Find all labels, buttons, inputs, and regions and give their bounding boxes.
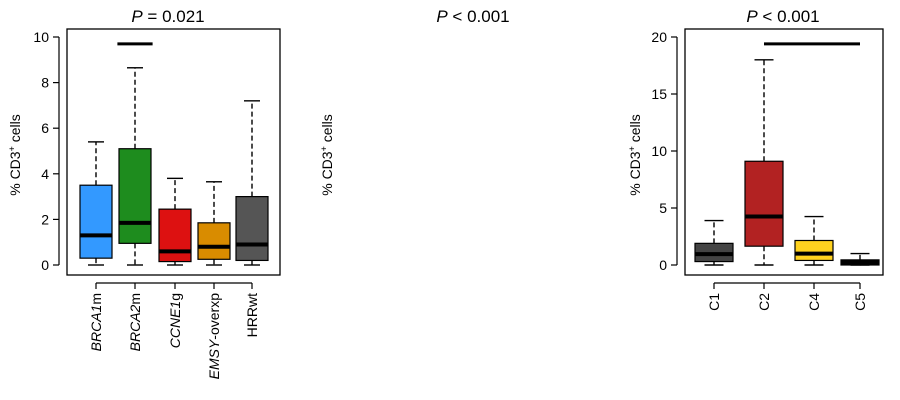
box-EMSY-overxp — [197, 181, 231, 266]
box-BRCA2m — [118, 67, 152, 266]
box-iqr — [744, 160, 784, 247]
box-C1 — [694, 219, 734, 266]
box-C5 — [840, 252, 880, 266]
panel-title: P = 0.02105101520MESIMRDIFPRO — [131, 7, 204, 26]
box-iqr — [197, 222, 231, 260]
y-tick-label: 4 — [41, 166, 49, 182]
box-iqr — [235, 196, 269, 262]
x-tick-label: CCNE1g — [167, 293, 183, 348]
y-tick-label: 20 — [651, 29, 667, 45]
panel-2: P < 0.001 % CD3+ cells 0 5 10 15 20 C1 C2 C4 C5 — [319, 7, 884, 311]
box-C2 — [744, 59, 784, 266]
box-iqr — [794, 239, 834, 262]
box-iqr — [79, 184, 113, 259]
y-tick-label: 5 — [659, 200, 667, 216]
box-iqr — [158, 208, 192, 263]
y-tick-label: 6 — [41, 120, 49, 136]
x-tick-label: C4 — [806, 293, 822, 311]
y-axis-label: % CD3+ cells — [627, 114, 643, 196]
y-tick-label: 8 — [41, 75, 49, 91]
x-tick-label: HRRwt — [244, 293, 260, 337]
y-axis-label: % CD3+ cells — [7, 114, 23, 196]
x-tick-label: C5 — [852, 293, 868, 311]
plot-frame — [684, 28, 884, 276]
x-tick-label: C1 — [706, 293, 722, 311]
panel-3: P < 0.001 % CD3+ cells — [627, 7, 820, 196]
x-tick-label: C2 — [756, 293, 772, 311]
panel-title: P < 0.001 — [436, 7, 509, 26]
box-CCNE1g — [158, 177, 192, 266]
box-BRCA1m — [79, 141, 113, 266]
box-HRRwt — [235, 100, 269, 266]
x-tick-label: BRCA2m — [127, 293, 143, 351]
y-tick-label: 2 — [41, 211, 49, 227]
box-C4 — [794, 215, 834, 266]
panel-title: P < 0.001 — [746, 7, 819, 26]
box-iqr — [118, 148, 152, 244]
plot-frame — [66, 28, 281, 276]
y-tick-label: 10 — [651, 143, 667, 159]
y-tick-label: 15 — [651, 86, 667, 102]
y-tick-label: 0 — [41, 257, 49, 273]
y-tick-label: 10 — [33, 29, 49, 45]
y-axis-label: % CD3+ cells — [319, 114, 335, 196]
y-tick-label: 0 — [659, 257, 667, 273]
x-tick-label: BRCA1m — [88, 293, 104, 351]
panel-1: P = 0.02105101520MESIMRDIFPRO % CD3+ cel… — [7, 7, 281, 380]
x-tick-label: EMSY-overxp — [206, 293, 222, 380]
